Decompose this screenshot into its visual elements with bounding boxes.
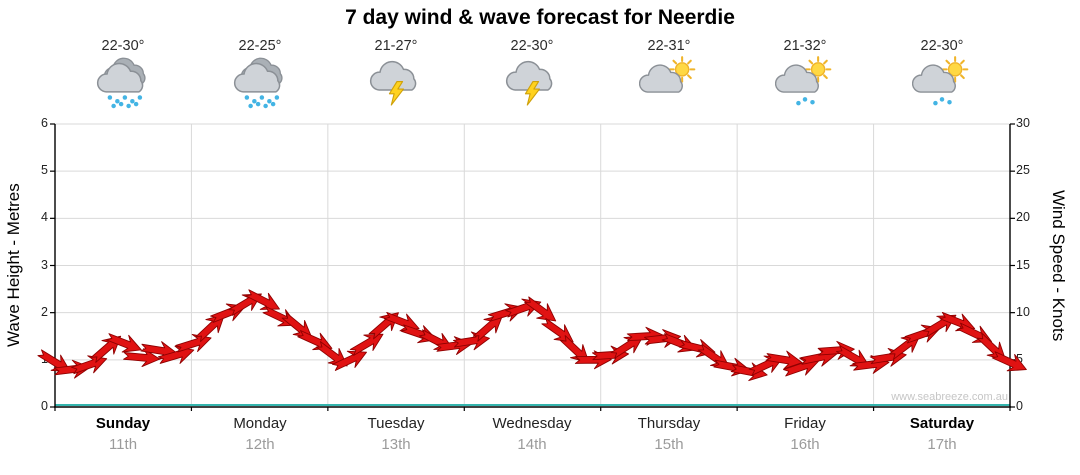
x-axis-day-label: Saturday 17th	[887, 415, 997, 453]
sun-cloud-rain-icon	[759, 56, 851, 112]
day-date: 11th	[108, 436, 138, 453]
y-axis-tick-label: 20	[1016, 210, 1030, 224]
watermark: www.seabreeze.com.au	[891, 391, 1008, 403]
day-date: 17th	[927, 436, 957, 453]
y-axis-tick-label: 30	[1016, 116, 1030, 130]
day-name: Thursday	[637, 415, 701, 432]
day-name: Wednesday	[492, 415, 572, 432]
x-axis-day-label: Wednesday 14th	[477, 415, 587, 453]
y-axis-tick-label: 6	[41, 116, 48, 130]
right-axis-title: Wind Speed - Knots	[1049, 189, 1068, 342]
temp-range: 22-25°	[238, 38, 282, 54]
temp-range: 21-27°	[374, 38, 418, 54]
day-date: 16th	[790, 436, 820, 453]
rain-icon	[214, 56, 306, 112]
storm-icon	[486, 56, 578, 112]
y-axis-tick-label: 5	[41, 163, 48, 177]
day-header: 22-30°	[486, 38, 578, 112]
x-axis-day-label: Sunday 11th	[68, 415, 178, 453]
day-header: 22-30°	[77, 38, 169, 112]
day-date: 12th	[245, 436, 275, 453]
day-date: 13th	[381, 436, 411, 453]
y-axis-tick-label: 2	[41, 305, 48, 319]
day-header: 21-32°	[759, 38, 851, 112]
temp-range: 21-32°	[783, 38, 827, 54]
day-header: 22-25°	[214, 38, 306, 112]
day-name: Tuesday	[367, 415, 425, 432]
day-date: 15th	[654, 436, 684, 453]
day-name: Saturday	[909, 415, 975, 432]
sun-cloud-rain-icon	[896, 56, 988, 112]
x-axis-day-label: Thursday 15th	[614, 415, 724, 453]
day-date: 14th	[517, 436, 547, 453]
y-axis-tick-label: 10	[1016, 305, 1030, 319]
x-axis-day-label: Monday 12th	[205, 415, 315, 453]
day-name: Friday	[784, 415, 826, 432]
page-title: 7 day wind & wave forecast for Neerdie	[345, 6, 735, 29]
temp-range: 22-31°	[647, 38, 691, 54]
x-axis-day-label: Friday 16th	[750, 415, 860, 453]
y-axis-tick-label: 15	[1016, 258, 1030, 272]
y-axis-tick-label: 4	[41, 210, 48, 224]
y-axis-tick-label: 25	[1016, 163, 1030, 177]
x-axis-day-label: Tuesday 13th	[341, 415, 451, 453]
temp-range: 22-30°	[101, 38, 145, 54]
day-name: Monday	[233, 415, 287, 432]
day-name: Sunday	[95, 415, 151, 432]
temp-range: 22-30°	[920, 38, 964, 54]
sun-cloud-icon	[623, 56, 715, 112]
rain-icon	[77, 56, 169, 112]
y-axis-tick-label: 0	[41, 399, 48, 413]
y-axis-tick-label: 3	[41, 258, 48, 272]
y-axis-tick-label: 0	[1016, 399, 1023, 413]
y-axis-tick-label: 5	[1016, 352, 1023, 366]
day-header: 21-27°	[350, 38, 442, 112]
temp-range: 22-30°	[510, 38, 554, 54]
storm-icon	[350, 56, 442, 112]
day-header: 22-31°	[623, 38, 715, 112]
day-header: 22-30°	[896, 38, 988, 112]
